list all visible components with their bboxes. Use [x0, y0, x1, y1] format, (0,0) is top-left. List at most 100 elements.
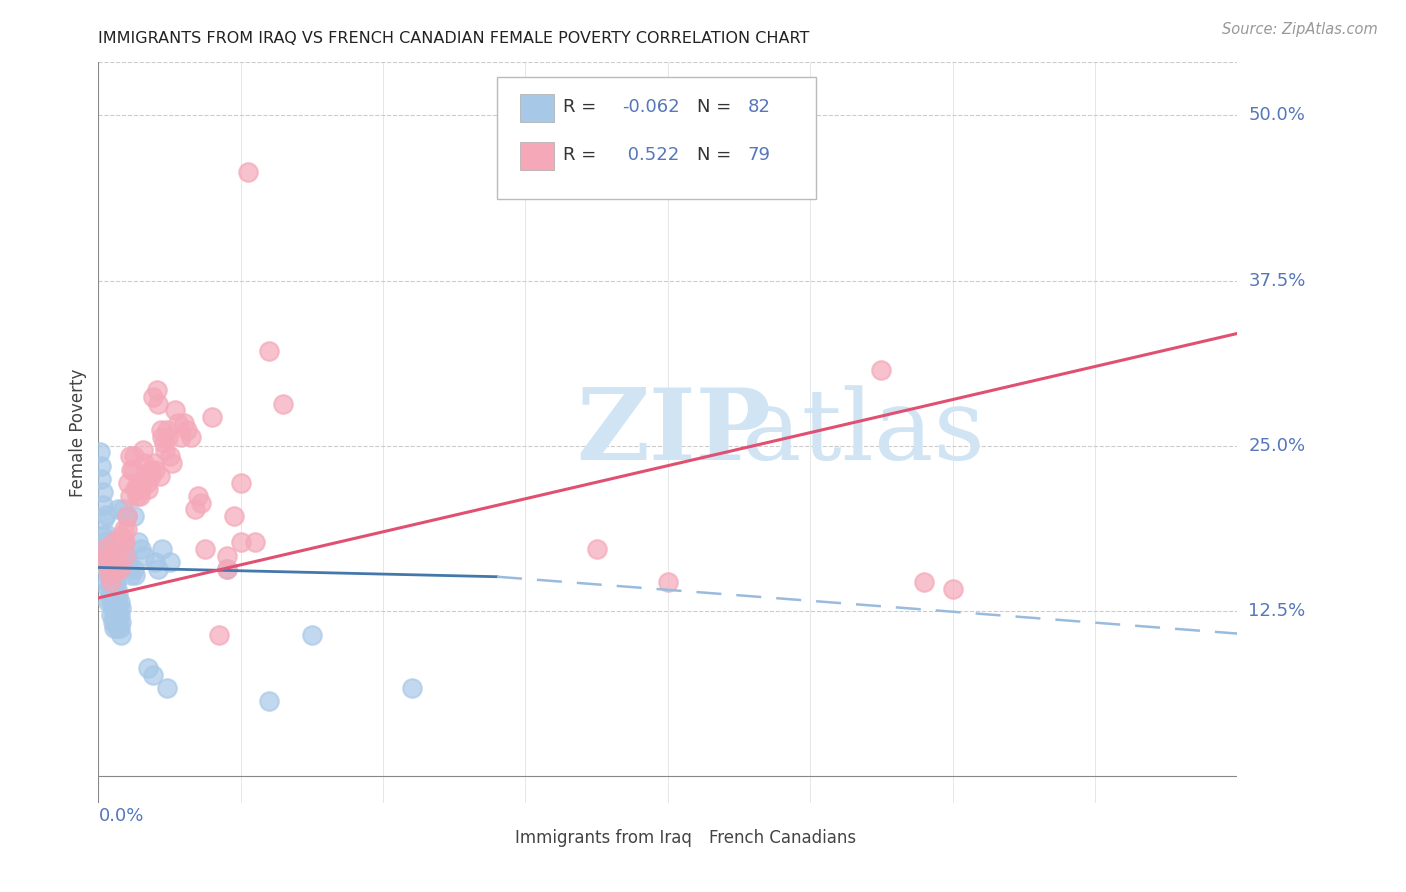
Point: [97, 582, 120, 596]
Point: [111, 502, 134, 516]
Point: [91, 485, 114, 500]
Point: [94, 508, 117, 522]
Text: Immigrants from Iraq: Immigrants from Iraq: [515, 830, 692, 847]
Point: [100, 555, 122, 569]
Point: [190, 496, 212, 510]
Point: [125, 489, 148, 503]
Point: [96, 562, 118, 576]
Point: [201, 409, 224, 424]
Text: N =: N =: [697, 146, 738, 164]
Point: [103, 582, 125, 596]
Text: IMMIGRANTS FROM IRAQ VS FRENCH CANADIAN FEMALE POVERTY CORRELATION CHART: IMMIGRANTS FROM IRAQ VS FRENCH CANADIAN …: [98, 31, 810, 46]
Point: [100, 574, 122, 589]
Point: [159, 450, 181, 464]
Point: [145, 555, 167, 569]
Point: [131, 442, 153, 457]
FancyBboxPatch shape: [485, 829, 509, 847]
Point: [101, 588, 124, 602]
Point: [121, 462, 143, 476]
Point: [104, 541, 127, 556]
Point: [100, 568, 122, 582]
Point: [103, 595, 125, 609]
Point: [101, 562, 124, 576]
Point: [100, 608, 122, 623]
Point: [103, 568, 125, 582]
Point: [194, 541, 217, 556]
Point: [96, 549, 118, 563]
Point: [93, 529, 115, 543]
Point: [107, 615, 129, 629]
Text: 0.522: 0.522: [623, 146, 679, 164]
Point: [153, 436, 176, 450]
Text: atlas: atlas: [742, 384, 984, 481]
Point: [97, 595, 120, 609]
FancyBboxPatch shape: [679, 829, 702, 847]
Point: [104, 555, 127, 569]
Point: [170, 429, 193, 443]
Point: [101, 535, 124, 549]
Text: 12.5%: 12.5%: [1249, 602, 1306, 620]
Point: [98, 562, 121, 576]
Point: [90, 472, 112, 486]
Point: [105, 621, 128, 635]
Point: [187, 489, 209, 503]
Point: [215, 562, 238, 576]
Point: [152, 429, 174, 443]
Point: [112, 541, 135, 556]
Point: [215, 549, 238, 563]
Point: [156, 423, 179, 437]
Point: [98, 574, 121, 589]
Point: [103, 621, 125, 635]
Text: 50.0%: 50.0%: [1249, 106, 1305, 124]
Point: [117, 555, 139, 569]
Point: [110, 529, 132, 543]
Point: [585, 541, 607, 556]
FancyBboxPatch shape: [520, 142, 554, 169]
Point: [118, 489, 141, 503]
Text: ZIP: ZIP: [576, 384, 772, 481]
Point: [135, 475, 157, 490]
Point: [215, 562, 238, 576]
Point: [98, 549, 121, 563]
Point: [150, 423, 173, 437]
Text: R =: R =: [562, 146, 602, 164]
Point: [236, 165, 259, 179]
Point: [112, 522, 135, 536]
Point: [105, 595, 128, 609]
Point: [132, 549, 155, 563]
Point: [97, 562, 120, 576]
Point: [132, 456, 155, 470]
Point: [129, 483, 152, 497]
Point: [90, 458, 112, 473]
Point: [122, 508, 145, 523]
Point: [401, 681, 423, 695]
Point: [128, 489, 150, 503]
Point: [93, 547, 115, 561]
Point: [124, 568, 146, 582]
Point: [98, 588, 121, 602]
Point: [96, 534, 118, 549]
Point: [184, 502, 207, 516]
Point: [122, 450, 145, 464]
Text: 79: 79: [748, 146, 770, 164]
Point: [208, 628, 231, 642]
Point: [141, 390, 163, 404]
Point: [115, 522, 138, 536]
Point: [145, 462, 167, 476]
Y-axis label: Female Poverty: Female Poverty: [69, 368, 87, 497]
Point: [111, 535, 134, 549]
Point: [110, 601, 132, 615]
Point: [142, 456, 165, 470]
Point: [120, 462, 142, 476]
Point: [942, 582, 965, 596]
Point: [259, 694, 281, 708]
Point: [120, 568, 142, 582]
Point: [107, 555, 129, 569]
Point: [105, 608, 128, 623]
Point: [107, 601, 129, 615]
Point: [115, 549, 138, 563]
Point: [107, 502, 129, 516]
Point: [243, 535, 266, 549]
Point: [657, 574, 679, 589]
Point: [108, 595, 131, 609]
